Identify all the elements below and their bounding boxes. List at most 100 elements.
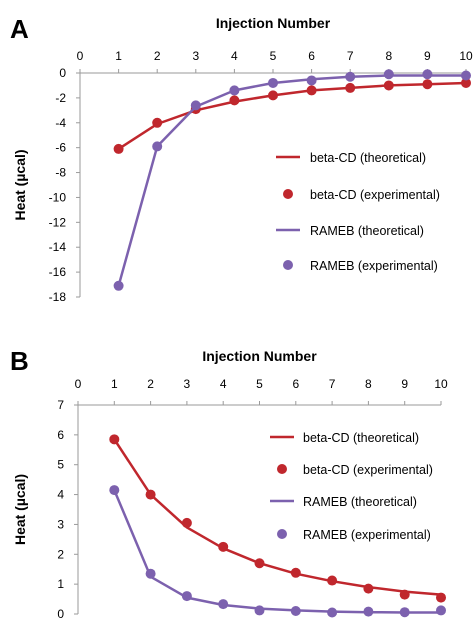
y-tick-label: 0 <box>59 66 66 80</box>
data-point <box>422 69 433 80</box>
data-point <box>229 85 240 96</box>
x-tick-label: 5 <box>270 49 277 63</box>
data-point <box>181 517 192 528</box>
y-tick-label: -14 <box>49 240 67 254</box>
chart-panel-b: B Injection Number Heat (µcal) 0 1 2 3 4 5 6 7 8 9 1… <box>10 346 448 620</box>
y-tick-label: 3 <box>57 517 64 531</box>
x-tick-label: 4 <box>220 377 227 391</box>
x-tick-label: 9 <box>424 49 431 63</box>
data-point <box>181 591 192 602</box>
data-point <box>113 143 124 154</box>
x-tick-label: 2 <box>147 377 154 391</box>
y-tick-label: 0 <box>57 607 64 620</box>
x-tick-label: 1 <box>115 49 122 63</box>
legend-label: RAMEB (theoretical) <box>310 224 424 238</box>
data-point <box>109 485 120 496</box>
x-tick-label: 10 <box>459 49 473 63</box>
data-point <box>306 85 317 96</box>
data-point <box>436 605 446 616</box>
series-line-0 <box>117 81 467 150</box>
series-line-2 <box>113 489 441 614</box>
x-tick-label: 3 <box>192 49 199 63</box>
y-tick-label: 4 <box>57 488 64 502</box>
x-tick-label: 8 <box>385 49 392 63</box>
data-point <box>218 599 229 610</box>
data-point <box>254 605 265 616</box>
panel-letter-b: B <box>10 346 29 376</box>
x-axis-title: Injection Number <box>216 15 331 31</box>
legend-label: RAMEB (theoretical) <box>303 495 417 509</box>
y-tick-label: 6 <box>57 428 64 442</box>
x-tick-label: 5 <box>256 377 263 391</box>
data-point <box>363 606 374 617</box>
data-point <box>461 70 471 81</box>
series-line-0 <box>113 438 442 596</box>
legend-marker-swatch <box>277 529 287 539</box>
y-tick-label: -10 <box>49 190 67 204</box>
data-point <box>145 489 156 500</box>
data-point <box>152 117 163 128</box>
legend-marker-swatch <box>277 464 287 474</box>
x-tick-label: 8 <box>365 377 372 391</box>
x-tick-label: 9 <box>401 377 408 391</box>
data-point <box>422 79 433 90</box>
series-line-2 <box>117 74 466 287</box>
legend-label: beta-CD (experimental) <box>303 463 433 477</box>
legend-label: beta-CD (theoretical) <box>310 151 426 165</box>
data-point <box>461 77 471 88</box>
data-point <box>327 575 338 586</box>
x-tick-label: 4 <box>231 49 238 63</box>
data-point <box>399 607 410 618</box>
x-tick-label: 1 <box>111 377 118 391</box>
x-tick-label: 3 <box>184 377 191 391</box>
legend-label: RAMEB (experimental) <box>310 259 438 273</box>
x-tick-label: 0 <box>77 49 84 63</box>
y-tick-label: -16 <box>49 265 67 279</box>
data-point <box>383 80 394 91</box>
x-tick-label: 2 <box>154 49 161 63</box>
x-tick-label: 6 <box>308 49 315 63</box>
data-point <box>218 541 229 552</box>
legend-label: beta-CD (experimental) <box>310 188 440 202</box>
y-tick-label: 5 <box>57 458 64 472</box>
data-point <box>290 606 301 617</box>
y-axis-title: Heat (µcal) <box>12 149 28 220</box>
data-point <box>399 589 410 600</box>
y-axis-title: Heat (µcal) <box>12 474 28 545</box>
y-tick-label: -2 <box>55 91 66 105</box>
data-point <box>306 75 317 86</box>
data-point <box>145 568 156 579</box>
x-tick-label: 7 <box>347 49 354 63</box>
data-point <box>327 607 338 618</box>
data-point <box>190 100 201 111</box>
y-tick-label: -12 <box>49 215 67 229</box>
data-point <box>290 567 301 578</box>
y-tick-label: 2 <box>57 547 64 561</box>
panel-letter-a: A <box>10 14 29 44</box>
data-point <box>268 90 278 101</box>
y-tick-label: 1 <box>57 577 64 591</box>
x-tick-label: 6 <box>292 377 299 391</box>
data-point <box>109 434 120 445</box>
y-tick-label: -6 <box>55 141 66 155</box>
data-point <box>229 95 240 106</box>
legend-label: beta-CD (theoretical) <box>303 431 419 445</box>
data-point <box>383 69 394 80</box>
data-point <box>152 141 163 152</box>
data-point <box>436 592 446 603</box>
x-tick-label: 7 <box>329 377 336 391</box>
y-tick-label: 7 <box>57 398 64 412</box>
x-tick-label: 10 <box>434 377 448 391</box>
data-point <box>113 280 124 291</box>
legend-marker-swatch <box>283 260 293 270</box>
y-tick-label: -8 <box>55 166 66 180</box>
data-point <box>345 82 356 93</box>
x-tick-label: 0 <box>75 377 82 391</box>
chart-panel-a: A Injection Number Heat (µcal) 0 1 2 3 4 5 6 7 8 9 1… <box>10 14 473 304</box>
data-point <box>363 583 374 594</box>
data-point <box>345 71 356 82</box>
legend-label: RAMEB (experimental) <box>303 528 431 542</box>
y-tick-label: -4 <box>55 116 66 130</box>
data-point <box>268 77 278 88</box>
